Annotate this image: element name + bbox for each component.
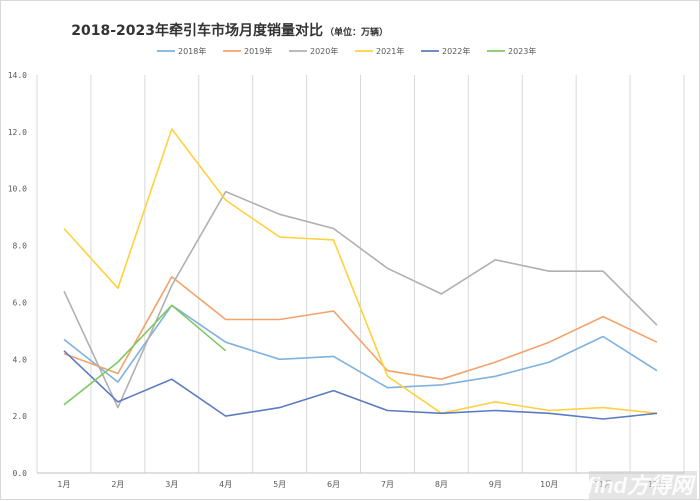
- series-lines: [63, 128, 658, 420]
- y-tick-label: 4.0: [13, 355, 28, 364]
- grid-lines: [36, 75, 685, 474]
- y-tick-label: 10.0: [8, 185, 27, 194]
- y-tick-label: 8.0: [13, 242, 28, 251]
- chart-title: 2018-2023年牵引车市场月度销量对比: [71, 22, 323, 39]
- series-line-2022年: [63, 350, 658, 420]
- legend-label: 2021年: [376, 46, 404, 56]
- series-line-2018年: [63, 304, 658, 389]
- x-tick-label: 1月: [57, 480, 70, 489]
- x-tick-label: 6月: [327, 480, 340, 489]
- y-tick-label: 12.0: [8, 128, 27, 137]
- x-tick-label: 8月: [435, 480, 448, 489]
- x-tick-label: 9月: [489, 480, 502, 489]
- x-tick-label: 3月: [165, 480, 178, 489]
- x-tick-label: 5月: [273, 480, 286, 489]
- x-axis-ticks: 1月2月3月4月5月6月7月8月9月10月11月12月: [57, 480, 666, 489]
- y-tick-label: 14.0: [8, 71, 27, 80]
- series-line-2019年: [63, 275, 658, 381]
- legend-label: 2018年: [178, 46, 206, 56]
- y-tick-label: 2.0: [13, 412, 28, 421]
- legend-label: 2020年: [310, 46, 338, 56]
- series-line-2021年: [63, 128, 658, 415]
- legend-label: 2019年: [244, 46, 272, 56]
- x-tick-label: 4月: [219, 480, 232, 489]
- watermark: find方得网: [587, 471, 697, 499]
- legend: 2018年 2019年 2020年 2021年 2022年 2023年: [157, 46, 536, 56]
- x-tick-label: 10月: [540, 480, 558, 489]
- watermark-text: find方得网: [587, 473, 696, 498]
- chart-unit-note: （单位：万辆）: [325, 26, 388, 38]
- legend-label: 2023年: [508, 46, 536, 56]
- x-tick-label: 2月: [111, 480, 124, 489]
- series-line-2023年: [63, 304, 227, 406]
- x-tick-label: 7月: [381, 480, 394, 489]
- y-axis-ticks: 0.0 2.0 4.0 6.0 8.0 10.0 12.0 14.0: [8, 71, 27, 478]
- y-tick-label: 0.0: [13, 469, 28, 478]
- legend-label: 2022年: [442, 46, 470, 56]
- y-tick-label: 6.0: [13, 298, 28, 307]
- series-line-2020年: [63, 190, 658, 409]
